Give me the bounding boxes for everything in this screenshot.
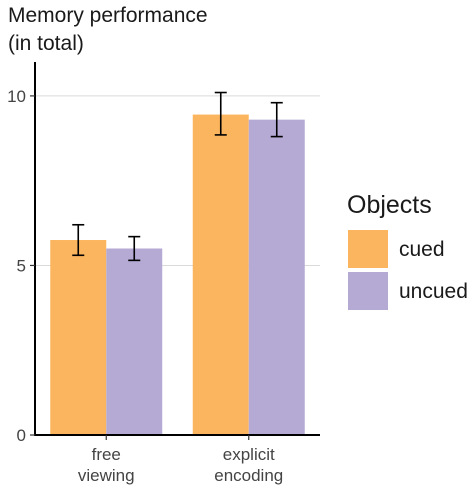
- axes: [34, 62, 320, 436]
- bar-uncued: [106, 248, 163, 435]
- legend-title: Objects: [347, 191, 432, 219]
- x-tick-label: explicit: [223, 445, 275, 464]
- y-tick-label: 5: [17, 256, 26, 275]
- y-tick-label: 0: [17, 426, 26, 445]
- y-tick-label: 10: [7, 87, 26, 106]
- x-axis-ticks: free viewing explicit encoding: [78, 435, 283, 485]
- legend-label-uncued: uncued: [399, 280, 468, 303]
- title-line-2: (in total): [8, 32, 84, 55]
- bar-uncued: [248, 119, 305, 436]
- x-tick-label: encoding: [214, 466, 283, 485]
- x-tick-label: free: [92, 445, 121, 464]
- legend: Objects cued uncued: [347, 191, 468, 310]
- y-axis-ticks: 0 5 10: [7, 87, 35, 445]
- title-line-1: Memory performance: [8, 4, 208, 27]
- legend-key-uncued: [348, 272, 388, 310]
- bar-cued: [192, 114, 249, 436]
- legend-key-cued: [348, 230, 388, 268]
- x-tick-label: viewing: [78, 466, 135, 485]
- bars: [50, 114, 305, 436]
- error-bars: [72, 91, 283, 262]
- bar-cued: [50, 240, 107, 435]
- chart-title: Memory performance (in total): [8, 4, 208, 55]
- legend-label-cued: cued: [399, 238, 445, 261]
